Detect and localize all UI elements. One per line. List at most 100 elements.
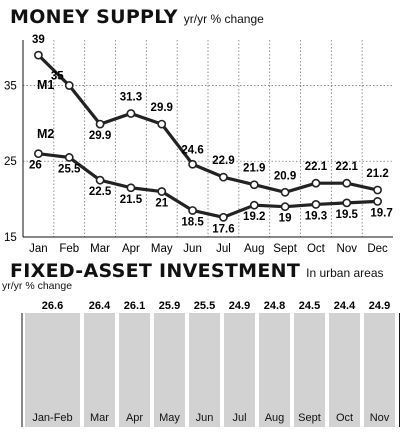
data-label-m1: 22.1 xyxy=(336,161,359,173)
series-point-m1 xyxy=(249,180,259,190)
bar-value-label: 24.8 xyxy=(264,300,285,312)
fai-chart: 26.6 Jan-Feb 26.4 Mar 26.1 Apr 25.9 May 25.5 Jun 2… xyxy=(21,300,400,427)
series-point-m2 xyxy=(157,187,167,196)
data-label-m2: 19.5 xyxy=(336,209,359,221)
bar-category-label: Jul xyxy=(232,412,246,424)
series-point-m1 xyxy=(95,119,105,129)
bar-value-label: 25.9 xyxy=(159,300,180,312)
series-point-m1 xyxy=(373,185,382,195)
series-point-m2 xyxy=(280,202,290,212)
x-tick-label: Aug xyxy=(244,243,264,255)
bar-value-label: 24.5 xyxy=(299,300,320,312)
money-supply-subtitle: yr/yr % change xyxy=(183,12,264,26)
bar xyxy=(189,313,220,427)
data-label-m2: 19.2 xyxy=(243,211,265,223)
bar-category-label: Jun xyxy=(196,412,214,424)
y-tick-label: 25 xyxy=(4,156,17,168)
data-label-m2: 18.5 xyxy=(181,216,204,228)
data-label-m2: 17.6 xyxy=(212,223,234,235)
data-label-m2: 22.5 xyxy=(89,186,112,198)
data-label-m2: 19.7 xyxy=(370,207,392,219)
series-point-m2 xyxy=(126,183,136,193)
bar xyxy=(25,313,80,427)
series-point-m2 xyxy=(219,212,228,222)
fai-ylabel: yr/yr % change xyxy=(2,280,73,292)
data-label-m1: 35 xyxy=(51,70,64,82)
series-point-m1 xyxy=(126,109,136,118)
series-label-m2: M2 xyxy=(37,127,54,141)
bar xyxy=(259,313,290,427)
fai-subtitle: In urban areas xyxy=(306,266,384,280)
x-tick-label: Nov xyxy=(337,243,358,255)
series-point-m1 xyxy=(188,159,197,169)
data-label-m2: 21 xyxy=(155,198,168,210)
series-point-m1 xyxy=(280,187,290,197)
bar-category-label: May xyxy=(159,412,180,424)
y-tick-label: 35 xyxy=(4,80,17,92)
series-point-m2 xyxy=(249,200,259,210)
bar-value-label: 24.4 xyxy=(334,300,356,312)
bar xyxy=(119,313,150,427)
data-label-m1: 24.6 xyxy=(181,144,203,156)
series-point-m1 xyxy=(157,119,167,129)
bar-category-label: Nov xyxy=(370,412,390,424)
x-tick-label: Jun xyxy=(183,243,202,255)
series-point-m2 xyxy=(342,198,352,208)
bar-category-label: Aug xyxy=(265,412,285,424)
data-label-m1: 29.9 xyxy=(151,102,173,114)
x-tick-label: Feb xyxy=(59,243,79,255)
bar-category-label: Sept xyxy=(298,412,321,424)
data-label-m1: 20.9 xyxy=(274,170,296,182)
series-point-m1 xyxy=(219,172,228,182)
series-line-m2 xyxy=(38,152,378,219)
x-tick-label: Apr xyxy=(122,243,140,255)
x-tick-label: Jan xyxy=(29,243,48,255)
data-label-m1: 22.1 xyxy=(305,161,328,173)
money-supply-chart: 15 25 35 Jan Feb Mar Apr May Jun Jul Aug Sept Oct Nov… xyxy=(4,34,393,255)
bar-value-label: 24.9 xyxy=(369,300,390,312)
bar-value-label: 26.1 xyxy=(124,300,145,312)
bar-value-label: 24.9 xyxy=(229,300,250,312)
x-tick-label: May xyxy=(151,243,173,255)
x-tick-label: Mar xyxy=(90,243,110,255)
x-tick-label: Sept xyxy=(273,243,297,255)
series-point-m1 xyxy=(64,81,74,90)
data-label-m1: 29.9 xyxy=(89,130,111,142)
x-tick-label: Jul xyxy=(216,243,231,255)
data-label-m2: 25.5 xyxy=(58,163,81,175)
series-point-m2 xyxy=(64,153,74,162)
data-label-m1: 39 xyxy=(32,34,45,46)
data-label-m1: 21.2 xyxy=(366,168,388,180)
money-supply-title-block: MONEY SUPPLY yr/yr % change xyxy=(10,6,264,28)
data-label-m2: 21.5 xyxy=(120,194,143,206)
series-point-m2 xyxy=(188,206,197,215)
bar-category-label: Mar xyxy=(90,412,109,424)
bar-category-label: Oct xyxy=(336,412,353,424)
data-label-m2: 19.3 xyxy=(305,210,327,222)
bar-value-label: 26.4 xyxy=(89,300,111,312)
bar xyxy=(364,313,395,427)
bar-value-label: 26.6 xyxy=(42,300,63,312)
data-label-m1: 22.9 xyxy=(212,155,234,167)
data-label-m1: 21.9 xyxy=(243,163,265,175)
bar-category-label: Jan-Feb xyxy=(32,412,72,424)
data-label-m2: 26 xyxy=(29,160,42,172)
y-tick-label: 15 xyxy=(4,232,17,244)
series-point-m1 xyxy=(34,50,43,60)
money-supply-title: MONEY SUPPLY xyxy=(10,6,178,28)
bar xyxy=(84,313,115,427)
bar xyxy=(154,313,185,427)
data-label-m1: 31.3 xyxy=(120,91,142,103)
bar xyxy=(329,313,360,427)
series-point-m1 xyxy=(342,178,352,188)
bar xyxy=(224,313,255,427)
series-point-m2 xyxy=(34,149,43,159)
series-point-m2 xyxy=(95,175,105,185)
x-tick-label: Dec xyxy=(367,243,388,255)
series-line-m1 xyxy=(37,54,378,194)
bar-category-label: Apr xyxy=(126,412,143,424)
series-point-m1 xyxy=(311,178,321,188)
series-label-m1: M1 xyxy=(37,78,54,92)
series-point-m2 xyxy=(311,200,321,209)
x-tick-label: Oct xyxy=(307,243,326,255)
